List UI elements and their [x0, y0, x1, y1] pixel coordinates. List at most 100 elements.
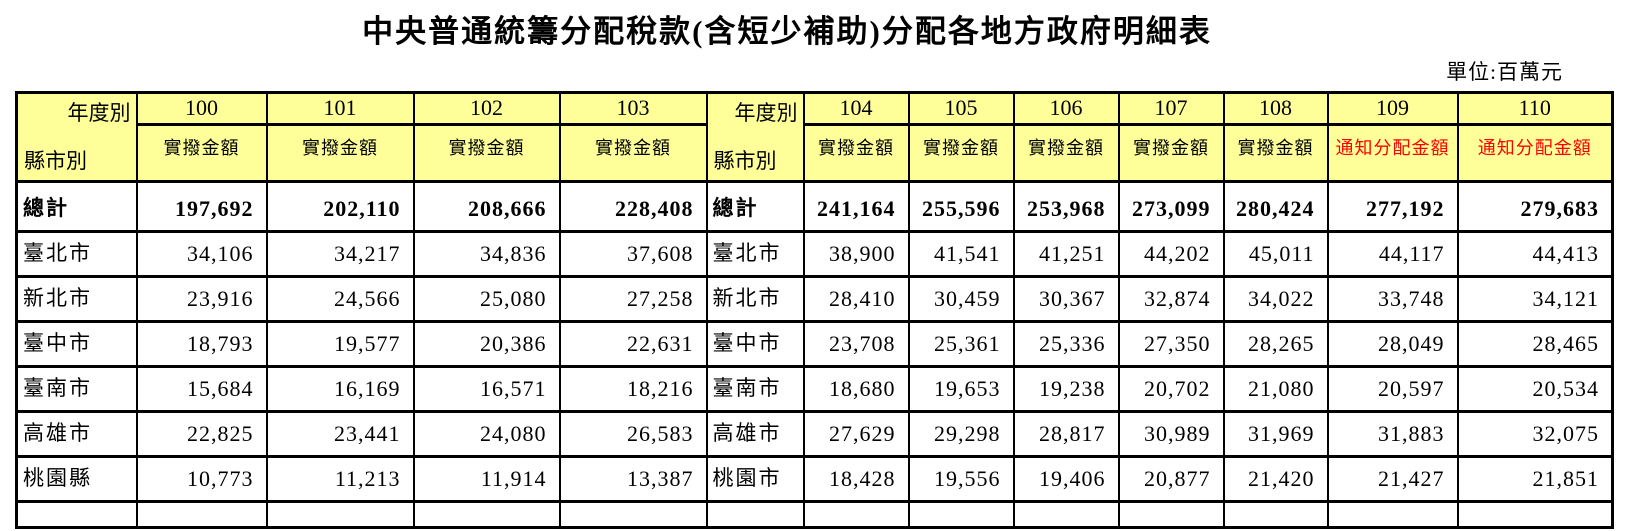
value-cell: 32,075: [1456, 410, 1614, 458]
row-label-cell: 新北市: [705, 275, 805, 323]
year-axis-label: 年度別: [734, 101, 798, 125]
value-cell: 34,836: [412, 230, 561, 278]
value-cell: [558, 500, 708, 529]
value-cell: 20,597: [1326, 365, 1459, 413]
value-cell: 29,298: [907, 410, 1015, 458]
value-cell: 21,420: [1222, 455, 1329, 503]
value-cell: 30,989: [1117, 410, 1225, 458]
row-label-cell: 臺南市: [15, 365, 138, 413]
value-cell: [135, 500, 268, 529]
value-cell: [412, 500, 561, 529]
value-cell: 19,577: [265, 320, 415, 368]
measure-header-notice: 通知分配金額: [1326, 122, 1459, 184]
value-cell: 27,350: [1117, 320, 1225, 368]
row-label-cell: 總計: [705, 180, 805, 233]
value-cell: 44,413: [1456, 230, 1614, 278]
value-cell: 16,571: [412, 365, 561, 413]
year-header-102: 102: [412, 91, 561, 126]
value-cell: 202,110: [265, 180, 415, 233]
value-cell: 21,080: [1222, 365, 1329, 413]
value-cell: 20,534: [1456, 365, 1614, 413]
year-header-109: 109: [1326, 91, 1459, 126]
table-row: 桃園縣 10,773 11,213 11,914 13,387 桃園市 18,4…: [15, 455, 1614, 503]
row-label-cell: 臺中市: [15, 320, 138, 368]
year-axis-label: 年度別: [67, 101, 131, 125]
year-header-103: 103: [558, 91, 708, 126]
table-row: 臺中市 18,793 19,577 20,386 22,631 臺中市 23,7…: [15, 320, 1614, 368]
measure-header: 實撥金額: [412, 122, 561, 184]
year-header-107: 107: [1117, 91, 1225, 126]
value-cell: 37,608: [558, 230, 708, 278]
corner-header-left: 年度別 縣市別: [15, 91, 138, 183]
value-cell: 21,427: [1326, 455, 1459, 503]
page-title: 中央普通統籌分配稅款(含短少補助)分配各地方政府明細表: [362, 14, 1212, 49]
year-header-100: 100: [135, 91, 268, 126]
row-label-cell: 高雄市: [15, 410, 138, 458]
value-cell: 20,702: [1117, 365, 1225, 413]
row-label-cell: 高雄市: [705, 410, 805, 458]
measure-header: 實撥金額: [135, 122, 268, 184]
value-cell: 22,631: [558, 320, 708, 368]
value-cell: 34,106: [135, 230, 268, 278]
measure-header: 實撥金額: [1222, 122, 1329, 184]
value-cell: 197,692: [135, 180, 268, 233]
value-cell: 24,566: [265, 275, 415, 323]
value-cell: 16,169: [265, 365, 415, 413]
year-header-105: 105: [907, 91, 1015, 126]
value-cell: 28,465: [1456, 320, 1614, 368]
value-cell: 28,817: [1012, 410, 1120, 458]
value-cell: 22,825: [135, 410, 268, 458]
table-row: 臺北市 34,106 34,217 34,836 37,608 臺北市 38,9…: [15, 230, 1614, 278]
value-cell: 44,202: [1117, 230, 1225, 278]
measure-header: 實撥金額: [1117, 122, 1225, 184]
year-header-110: 110: [1456, 91, 1614, 126]
value-cell: 34,022: [1222, 275, 1329, 323]
row-label-cell: 總計: [15, 180, 138, 233]
value-cell: 18,428: [802, 455, 910, 503]
corner-header-right: 年度別 縣市別: [705, 91, 805, 183]
value-cell: 18,793: [135, 320, 268, 368]
value-cell: 27,258: [558, 275, 708, 323]
value-cell: [1117, 500, 1225, 529]
value-cell: 19,406: [1012, 455, 1120, 503]
value-cell: 228,408: [558, 180, 708, 233]
value-cell: 41,251: [1012, 230, 1120, 278]
value-cell: [1456, 500, 1614, 529]
value-cell: 15,684: [135, 365, 268, 413]
row-label-cell: [705, 500, 805, 529]
value-cell: 208,666: [412, 180, 561, 233]
value-cell: 28,049: [1326, 320, 1459, 368]
value-cell: 31,883: [1326, 410, 1459, 458]
row-label-cell: 新北市: [15, 275, 138, 323]
value-cell: 19,238: [1012, 365, 1120, 413]
table-row-partial: [15, 500, 1614, 529]
year-header-108: 108: [1222, 91, 1329, 126]
row-label-cell: 臺北市: [705, 230, 805, 278]
value-cell: 32,874: [1117, 275, 1225, 323]
value-cell: 18,216: [558, 365, 708, 413]
value-cell: 34,121: [1456, 275, 1614, 323]
value-cell: 28,410: [802, 275, 910, 323]
value-cell: 20,386: [412, 320, 561, 368]
value-cell: [1012, 500, 1120, 529]
value-cell: 28,265: [1222, 320, 1329, 368]
measure-header: 實撥金額: [802, 122, 910, 184]
value-cell: 241,164: [802, 180, 910, 233]
value-cell: 10,773: [135, 455, 268, 503]
value-cell: 23,916: [135, 275, 268, 323]
value-cell: 253,968: [1012, 180, 1120, 233]
value-cell: 25,080: [412, 275, 561, 323]
table-row: 新北市 23,916 24,566 25,080 27,258 新北市 28,4…: [15, 275, 1614, 323]
value-cell: 41,541: [907, 230, 1015, 278]
value-cell: 30,367: [1012, 275, 1120, 323]
allocation-table: 年度別 縣市別 100 101 102 103 年度別 縣市別 104 105 …: [15, 91, 1614, 529]
value-cell: 27,629: [802, 410, 910, 458]
value-cell: 20,877: [1117, 455, 1225, 503]
value-cell: 24,080: [412, 410, 561, 458]
measure-header-notice: 通知分配金額: [1456, 122, 1614, 184]
region-axis-label: 縣市別: [713, 149, 777, 173]
value-cell: 25,361: [907, 320, 1015, 368]
row-label-cell: 臺北市: [15, 230, 138, 278]
measure-header: 實撥金額: [558, 122, 708, 184]
year-header-104: 104: [802, 91, 910, 126]
